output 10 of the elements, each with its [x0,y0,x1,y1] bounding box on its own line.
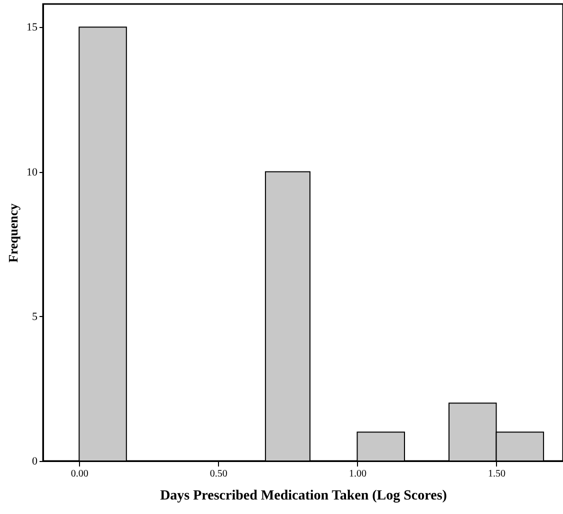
y-axis-title: Frequency [6,203,20,262]
x-tick-label: 0.50 [210,468,228,480]
y-tick-label: 10 [26,166,38,178]
y-tick-label: 5 [32,310,38,323]
x-axis-title: Days Prescribed Medication Taken (Log Scores) [160,488,448,504]
x-tick-label: 1.00 [348,468,366,480]
y-tick-label: 15 [26,22,38,34]
x-tick-label: 0.00 [70,468,88,480]
x-tick-label: 1.50 [488,468,506,480]
y-tick-label: 0 [32,456,38,468]
